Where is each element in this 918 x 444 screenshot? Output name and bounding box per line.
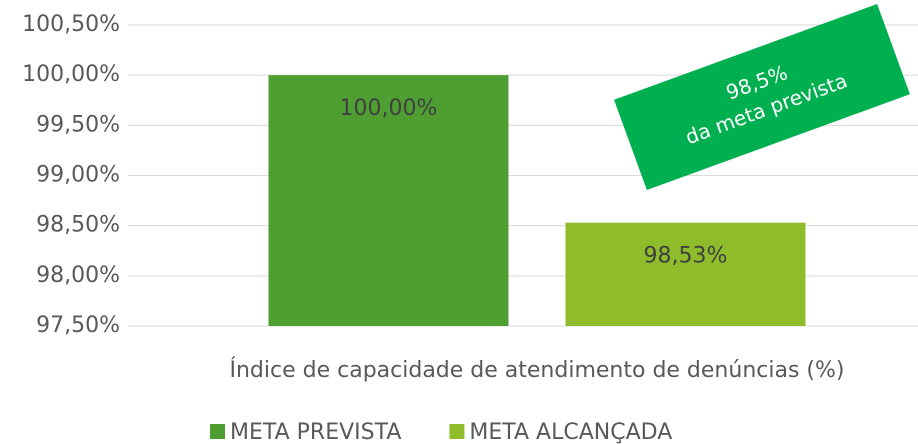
annotation: 98,5%da meta prevista — [614, 4, 910, 190]
y-tick-label: 98,00% — [36, 263, 120, 288]
legend-label: META PREVISTA — [230, 420, 401, 444]
bar — [565, 222, 806, 326]
y-tick-label: 97,50% — [36, 313, 120, 338]
bar — [268, 75, 509, 327]
value-label: 98,53% — [644, 244, 728, 269]
y-tick-label: 99,00% — [36, 163, 120, 188]
x-tick-label: Índice de capacidade de atendimento de d… — [230, 357, 845, 383]
annotation-box — [614, 4, 910, 190]
value-label: 100,00% — [340, 96, 438, 121]
y-tick-label: 100,50% — [22, 12, 120, 37]
legend-swatch — [210, 424, 225, 439]
y-tick-label: 98,50% — [36, 213, 120, 238]
legend-label: META ALCANÇADA — [469, 420, 672, 444]
y-tick-label: 100,00% — [22, 62, 120, 87]
legend-swatch — [449, 424, 465, 439]
y-tick-label: 99,50% — [36, 112, 120, 137]
